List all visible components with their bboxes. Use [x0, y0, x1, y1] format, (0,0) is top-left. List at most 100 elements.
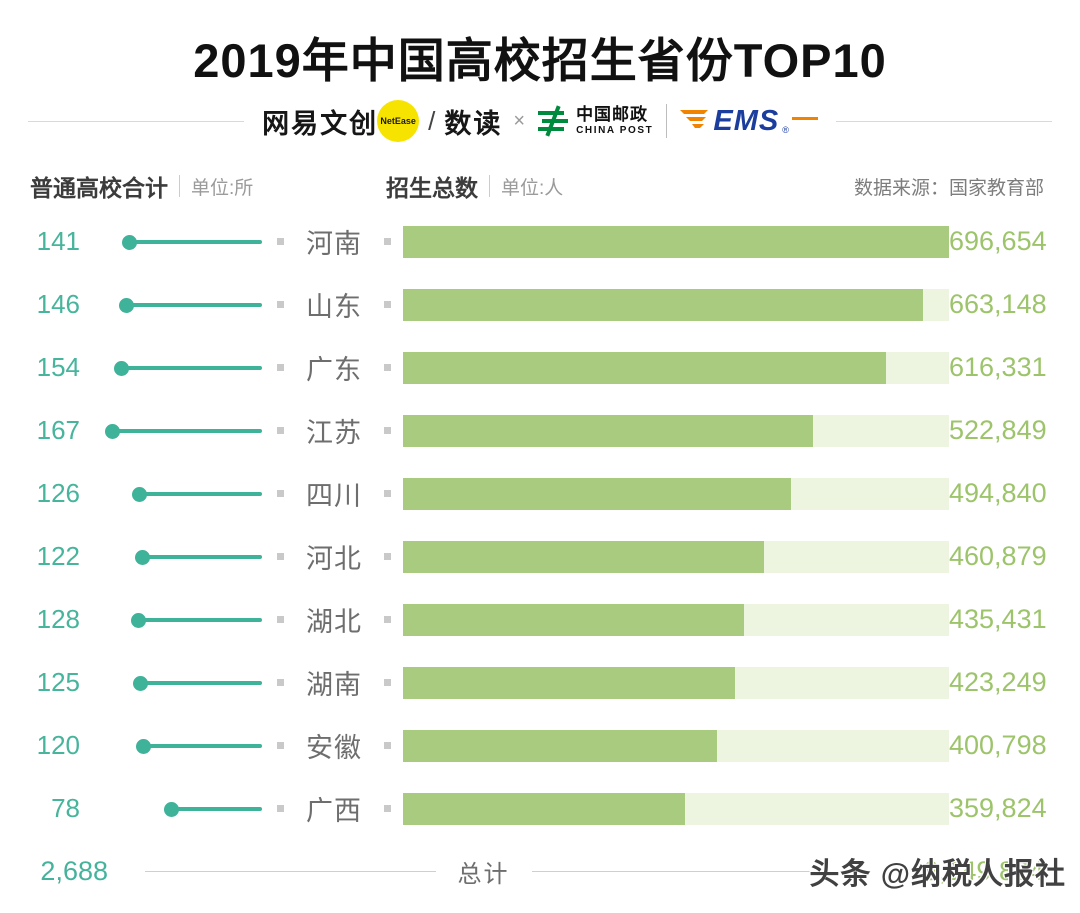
enrollment-value: 522,849 — [949, 415, 1047, 445]
schools-count: 154 — [36, 352, 80, 382]
enrollment-value: 460,879 — [949, 541, 1047, 571]
lollipop-line — [112, 428, 262, 433]
schools-lollipop — [100, 210, 262, 273]
logo-band: 网易文创 NetEase / 数读 × 中国邮政 CHINA POST — [28, 92, 1052, 150]
lollipop-dot-icon — [105, 423, 120, 439]
tick-square-icon — [384, 679, 391, 686]
divider-line — [835, 120, 1052, 122]
collab-times-icon: × — [513, 109, 526, 132]
tick-square-icon — [384, 553, 391, 560]
publisher-logos: 网易文创 NetEase / 数读 × 中国邮政 CHINA POST — [244, 100, 836, 142]
enrollment-value: 359,824 — [949, 793, 1047, 823]
tick-square-icon — [277, 679, 284, 686]
enrollment-bar-track — [403, 603, 949, 636]
enrollment-value: 423,249 — [949, 667, 1047, 697]
lollipop-line — [142, 554, 262, 559]
lollipop-line — [138, 617, 262, 622]
tick-square-icon — [277, 616, 284, 623]
province-label: 广东 — [306, 355, 362, 385]
divider-pipe — [666, 104, 668, 138]
chart-rows: 141 河南 696,654 146 山东 663,148 154 广东 616,331 167 江… — [0, 210, 1080, 840]
lollipop-dot-icon — [164, 801, 179, 817]
tick-square-icon — [277, 742, 284, 749]
table-row: 154 广东 616,331 — [0, 336, 1080, 399]
tick-square-icon — [277, 805, 284, 812]
enrollment-value: 494,840 — [949, 478, 1047, 508]
schools-count: 128 — [36, 604, 80, 634]
divider-line — [28, 120, 245, 122]
lollipop-dot-icon — [122, 234, 137, 250]
table-row: 146 山东 663,148 — [0, 273, 1080, 336]
province-label: 江苏 — [306, 418, 362, 448]
china-post-emblem-icon — [538, 105, 569, 137]
enrollment-bar-fill — [403, 225, 949, 258]
enrollment-value: 663,148 — [949, 289, 1047, 319]
table-row: 126 四川 494,840 — [0, 462, 1080, 525]
lollipop-dot-icon — [114, 360, 129, 376]
lollipop-dot-icon — [133, 675, 148, 691]
schools-column-header: 普通高校合计 单位:所 — [30, 175, 254, 201]
enrollment-bar-fill — [403, 792, 685, 825]
enrollment-bar-fill — [403, 477, 791, 510]
enrollment-bar-fill — [403, 414, 813, 447]
lollipop-line — [139, 491, 262, 496]
table-row: 120 安徽 400,798 — [0, 714, 1080, 777]
tick-square-icon — [277, 427, 284, 434]
table-row: 167 江苏 522,849 — [0, 399, 1080, 462]
netease-wenchuang-logo: 网易文创 — [262, 108, 379, 139]
lollipop-line — [121, 365, 262, 370]
total-row: 2,688 总计 9,149,824 头条 @纳税人报社 — [0, 842, 1080, 900]
schools-count: 126 — [36, 478, 80, 508]
enrollment-bar-track — [403, 729, 949, 762]
province-label: 河北 — [306, 544, 362, 574]
tick-square-icon — [277, 553, 284, 560]
schools-lollipop — [100, 273, 262, 336]
tick-square-icon — [384, 301, 391, 308]
lollipop-dot-icon — [132, 486, 147, 502]
table-row: 125 湖南 423,249 — [0, 651, 1080, 714]
province-label: 山东 — [306, 292, 362, 322]
ems-dash-icon — [791, 117, 818, 120]
tick-square-icon — [384, 616, 391, 623]
china-post-logo: 中国邮政 CHINA POST — [536, 104, 653, 138]
enrollment-column-header: 招生总数 单位:人 — [386, 175, 564, 201]
enrollment-value: 616,331 — [949, 352, 1047, 382]
enrollment-bar-track — [403, 666, 949, 699]
enrollment-bar-track — [403, 792, 949, 825]
enrollment-value: 696,654 — [949, 226, 1047, 256]
tick-square-icon — [277, 238, 284, 245]
province-label: 广西 — [306, 796, 362, 826]
lollipop-line — [140, 680, 262, 685]
province-label: 安徽 — [306, 733, 362, 763]
province-label: 湖北 — [306, 607, 362, 637]
enrollment-bar-fill — [403, 666, 735, 699]
enrollment-bar-fill — [403, 288, 923, 321]
netease-badge-icon: NetEase — [377, 100, 420, 142]
shudu-logo: 数读 — [444, 108, 503, 139]
header-separator — [489, 175, 490, 197]
lollipop-dot-icon — [136, 738, 151, 754]
lollipop-line — [129, 239, 262, 244]
column-headers: 普通高校合计 单位:所 招生总数 单位:人 数据来源：国家教育部 — [30, 170, 1044, 202]
enrollment-bar-track — [403, 288, 949, 321]
schools-count: 120 — [36, 730, 80, 760]
enrollment-value: 400,798 — [949, 730, 1047, 760]
enrollment-bar-fill — [403, 603, 745, 636]
schools-lollipop — [100, 588, 262, 651]
data-source-note: 数据来源：国家教育部 — [853, 177, 1044, 199]
enrollment-value: 435,431 — [949, 604, 1047, 634]
tick-square-icon — [384, 364, 391, 371]
tick-square-icon — [277, 490, 284, 497]
enrollment-bar-track — [403, 540, 949, 573]
schools-count: 167 — [36, 415, 80, 445]
schools-lollipop — [100, 714, 262, 777]
schools-count: 141 — [36, 226, 80, 256]
schools-lollipop — [100, 525, 262, 588]
enrollment-bar-fill — [403, 729, 718, 762]
enrollment-bar-fill — [403, 540, 765, 573]
schools-lollipop — [100, 462, 262, 525]
table-row: 122 河北 460,879 — [0, 525, 1080, 588]
lollipop-dot-icon — [135, 549, 150, 565]
schools-lollipop — [100, 777, 262, 840]
